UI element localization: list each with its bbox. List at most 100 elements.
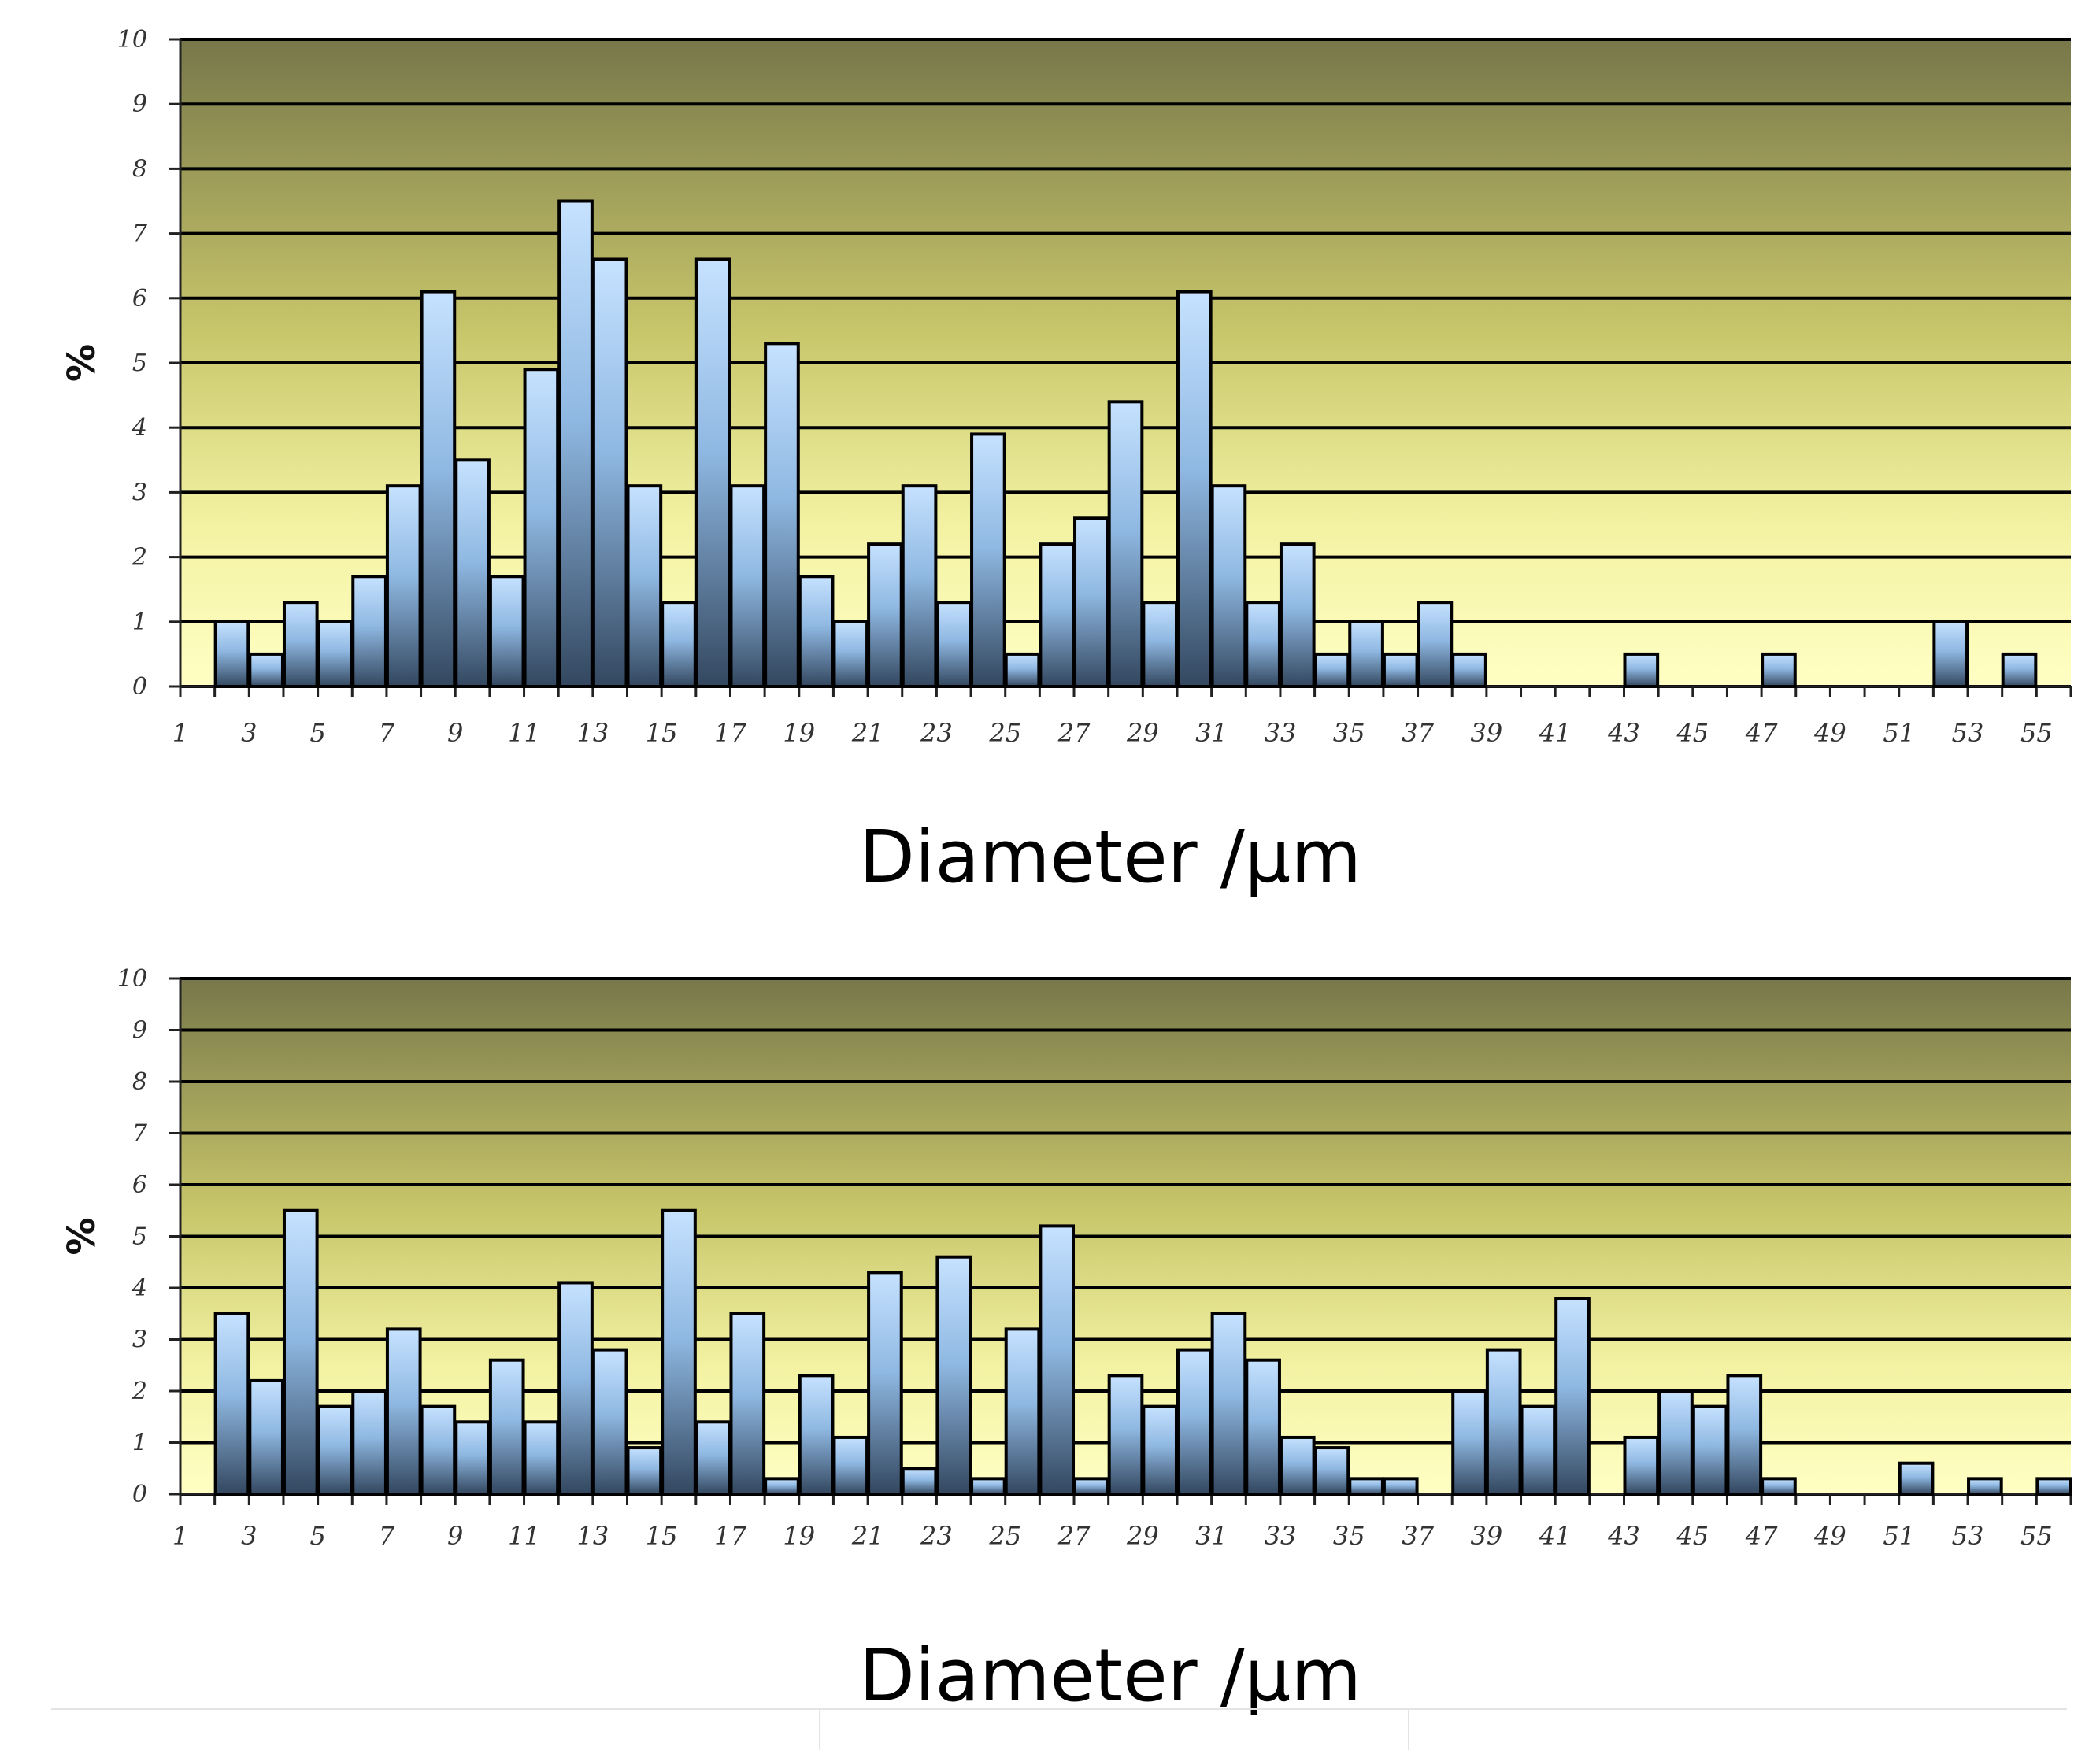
bar xyxy=(1382,1477,1419,1496)
x-tick-label: 29 xyxy=(1126,718,1159,748)
y-axis-label: % xyxy=(60,1217,104,1255)
bar xyxy=(1039,542,1076,688)
y-tick-label: 3 xyxy=(132,1326,147,1354)
x-tick-label: 25 xyxy=(988,1521,1021,1551)
x-tick-label: 9 xyxy=(447,1521,463,1551)
bar xyxy=(832,620,869,688)
bar xyxy=(1417,601,1454,689)
bar xyxy=(213,620,250,688)
bar xyxy=(1726,1374,1763,1496)
x-tick-label: 21 xyxy=(851,718,884,748)
x-tick-label: 35 xyxy=(1333,1521,1365,1551)
bar xyxy=(729,484,766,688)
y-tick-label: 2 xyxy=(131,1378,147,1405)
x-tick-label: 11 xyxy=(508,1521,540,1551)
bar xyxy=(1761,1477,1797,1496)
x-tick-label: 23 xyxy=(920,1521,953,1551)
y-tick-label: 8 xyxy=(132,1068,147,1096)
y-tick-label: 7 xyxy=(132,1120,148,1148)
bar xyxy=(1313,1446,1350,1497)
x-tick-label: 9 xyxy=(447,718,463,748)
bar xyxy=(1485,1348,1522,1496)
bar xyxy=(1073,1477,1109,1496)
bar xyxy=(764,1477,800,1496)
bar xyxy=(420,1404,457,1497)
x-tick-label: 17 xyxy=(714,718,746,748)
bar xyxy=(970,432,1006,688)
x-tick-label: 25 xyxy=(988,718,1021,748)
x-tick-label: 3 xyxy=(241,1521,257,1551)
bar xyxy=(213,1312,250,1496)
y-tick-label: 5 xyxy=(132,1223,147,1251)
bar xyxy=(2001,652,2038,689)
bar xyxy=(523,368,560,688)
y-axis-label: % xyxy=(60,344,104,382)
x-tick-label: 39 xyxy=(1471,718,1503,748)
y-tick-label: 4 xyxy=(131,414,147,442)
x-tick-label: 53 xyxy=(1952,718,1984,748)
x-tick-label: 41 xyxy=(1539,1521,1572,1551)
y-tick-label: 0 xyxy=(132,1481,147,1508)
y-tick-label: 6 xyxy=(132,1171,147,1199)
bar xyxy=(1176,1348,1213,1496)
bar xyxy=(454,458,491,688)
y-tick-label: 4 xyxy=(131,1275,147,1302)
bar xyxy=(867,542,903,688)
x-tick-label: 31 xyxy=(1195,1521,1228,1551)
x-tick-label: 7 xyxy=(379,718,395,748)
y-tick-label: 6 xyxy=(132,285,147,313)
bar xyxy=(1245,601,1281,689)
bar xyxy=(1107,400,1144,688)
bottom-divider xyxy=(51,1708,2067,1710)
bar xyxy=(1142,601,1178,689)
x-tick-label: 1 xyxy=(172,718,188,748)
bar xyxy=(935,601,972,689)
bar xyxy=(1279,542,1316,688)
bar xyxy=(1623,652,1660,689)
bar xyxy=(1761,652,1797,689)
bar xyxy=(1382,652,1419,689)
x-tick-label: 5 xyxy=(309,718,325,748)
bar xyxy=(1004,652,1041,689)
x-tick-label: 23 xyxy=(920,718,953,748)
x-tick-label: 49 xyxy=(1813,1521,1846,1551)
bar xyxy=(1348,620,1384,688)
bar xyxy=(970,1477,1006,1496)
bar xyxy=(1348,1477,1384,1496)
x-tick-label: 41 xyxy=(1539,718,1572,748)
bar xyxy=(1245,1358,1281,1496)
bar xyxy=(1554,1297,1591,1496)
x-tick-label: 11 xyxy=(508,718,540,748)
x-tick-label: 53 xyxy=(1952,1521,1984,1551)
bar xyxy=(694,1420,731,1497)
bar xyxy=(351,575,387,689)
x-tick-label: 15 xyxy=(646,1521,678,1551)
bar xyxy=(1313,652,1350,689)
bar xyxy=(867,1271,903,1496)
bar xyxy=(1623,1435,1660,1496)
bar xyxy=(626,1446,663,1497)
bar xyxy=(1039,1224,1076,1497)
bar xyxy=(248,652,284,689)
bar xyxy=(1176,290,1213,688)
x-tick-label: 27 xyxy=(1057,718,1091,748)
bar xyxy=(1004,1327,1041,1497)
y-tick-label: 1 xyxy=(132,609,147,636)
x-tick-label: 19 xyxy=(783,718,815,748)
bar xyxy=(626,484,663,688)
bar xyxy=(385,1327,422,1497)
x-tick-label: 35 xyxy=(1333,718,1365,748)
bar xyxy=(557,1281,594,1496)
x-tick-label: 45 xyxy=(1676,718,1709,748)
x-tick-label: 39 xyxy=(1471,1521,1503,1551)
bar xyxy=(591,1348,628,1496)
bar xyxy=(1932,620,1969,688)
bar xyxy=(488,1358,525,1496)
x-tick-label: 51 xyxy=(1883,718,1915,748)
bar xyxy=(1107,1374,1144,1496)
x-tick-label: 29 xyxy=(1126,1521,1159,1551)
y-tick-label: 7 xyxy=(132,220,148,248)
bar xyxy=(901,1467,938,1496)
